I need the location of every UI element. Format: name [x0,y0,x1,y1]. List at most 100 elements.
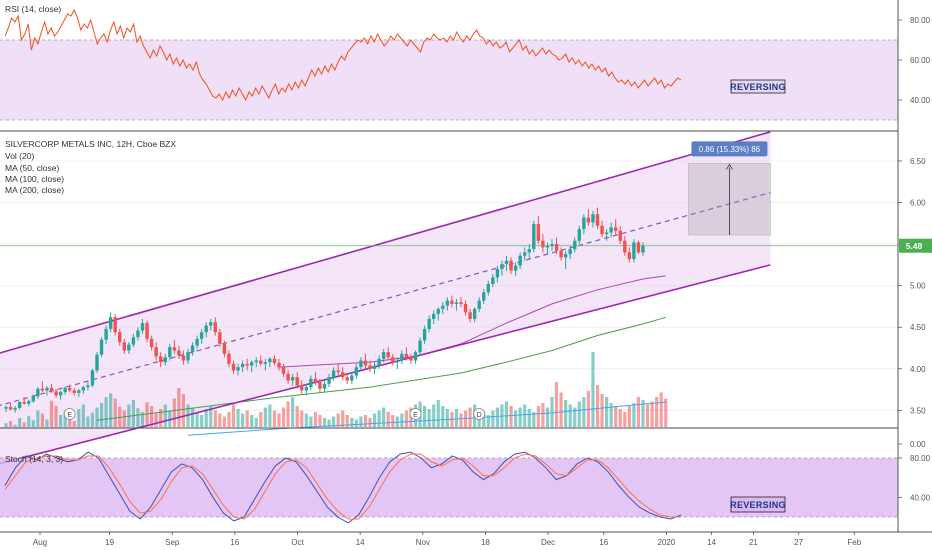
candle [495,265,500,283]
volume-bar [577,401,581,427]
price-axis-label: 3.50 [910,406,926,415]
candle [190,342,195,356]
stoch-panel: Stoch (14, 3, 3) REVERSING [0,451,898,524]
volume-bar [664,398,668,427]
volume-bar [4,423,8,427]
candle [99,337,104,358]
indicator-ma200: MA (200, close) [5,185,64,195]
volume-bar [636,397,641,427]
candle [145,320,149,343]
stoch-axis-label: 80.00 [910,454,931,463]
candle [363,353,368,369]
volume-bar [614,406,618,427]
time-axis-label: 16 [599,538,608,547]
volume-bar [382,407,386,427]
volume-bar [200,415,204,427]
channel-lower-line [0,264,771,465]
volume-bar [641,400,645,427]
time-axis-label: 19 [105,538,114,547]
candle [527,244,531,260]
volume-bar [190,407,195,427]
candle [559,247,563,261]
candle [304,383,308,396]
candle [263,358,268,371]
candle [318,378,322,393]
candle [268,357,272,368]
candle [177,345,181,359]
candle [427,315,431,333]
volume-bar [77,409,81,427]
candle [463,300,468,316]
volume-bar [195,412,199,427]
candle [409,353,413,364]
candle [77,388,81,398]
candle [632,239,636,263]
volume-bar [309,416,313,427]
event-marker[interactable]: E [63,408,76,420]
candle [436,307,440,321]
volume-bar [427,409,431,427]
candle [40,381,45,393]
candle [354,363,359,379]
volume-bar [90,412,95,427]
candle [568,245,572,260]
volume-bar [550,397,554,427]
volume-bar [359,416,363,427]
svg-text:REVERSING: REVERSING [730,82,786,92]
candle [122,338,126,354]
candle [81,385,86,394]
svg-text:REVERSING: REVERSING [730,500,786,510]
volume-bar [600,394,604,427]
volume-bar [573,407,577,427]
volume-bar [59,415,63,427]
time-axis-label: 14 [707,538,716,547]
candle [195,335,199,349]
volume-bar [295,406,299,427]
volume-bar [118,406,122,427]
measure-label-bg [691,141,768,157]
candle [331,367,336,381]
volume-bar [363,415,368,427]
volume-bar [372,413,377,427]
candle [290,373,295,386]
volume-bar [400,413,404,427]
volume-bar [222,416,226,427]
event-marker[interactable]: E [409,408,422,420]
candle [381,348,386,363]
volume-bar [582,397,586,427]
rsi-panel: RSI (14, close) REVERSING [0,4,898,121]
svg-text:E: E [413,412,418,419]
ma200-line [187,401,666,436]
volume-bar [122,410,126,427]
volume-bar [350,418,354,427]
candle [104,325,108,344]
volume-bar [386,412,390,427]
candle [8,402,13,411]
candle [286,370,290,384]
volume-bar [486,415,490,427]
price-axis-label: 6.00 [910,199,926,208]
candle [573,237,577,253]
price-panel: 0.86 (15.33%) 86 E E D SILVERCORP METALS I… [0,131,898,465]
candle [13,406,17,413]
volume-bar [336,413,340,427]
volume-bar [95,407,99,427]
candle [372,362,377,374]
time-axis-label: 14 [356,538,365,547]
candle [108,312,113,333]
volume-bar [81,404,85,427]
event-marker[interactable]: D [473,408,486,420]
price-axis-label: 4.50 [910,323,926,332]
stoch-reversing-badge: REVERSING [730,496,786,513]
volume-bar [554,382,559,427]
volume-bar [527,409,531,427]
candle [586,209,591,226]
candle [614,219,618,236]
candle [336,363,340,376]
volume-bar [272,410,277,427]
rsi-legend: RSI (14, close) [5,4,61,14]
candle [27,399,31,407]
candle [68,384,72,393]
stoch-legend: Stoch (14, 3, 3) [5,454,63,464]
